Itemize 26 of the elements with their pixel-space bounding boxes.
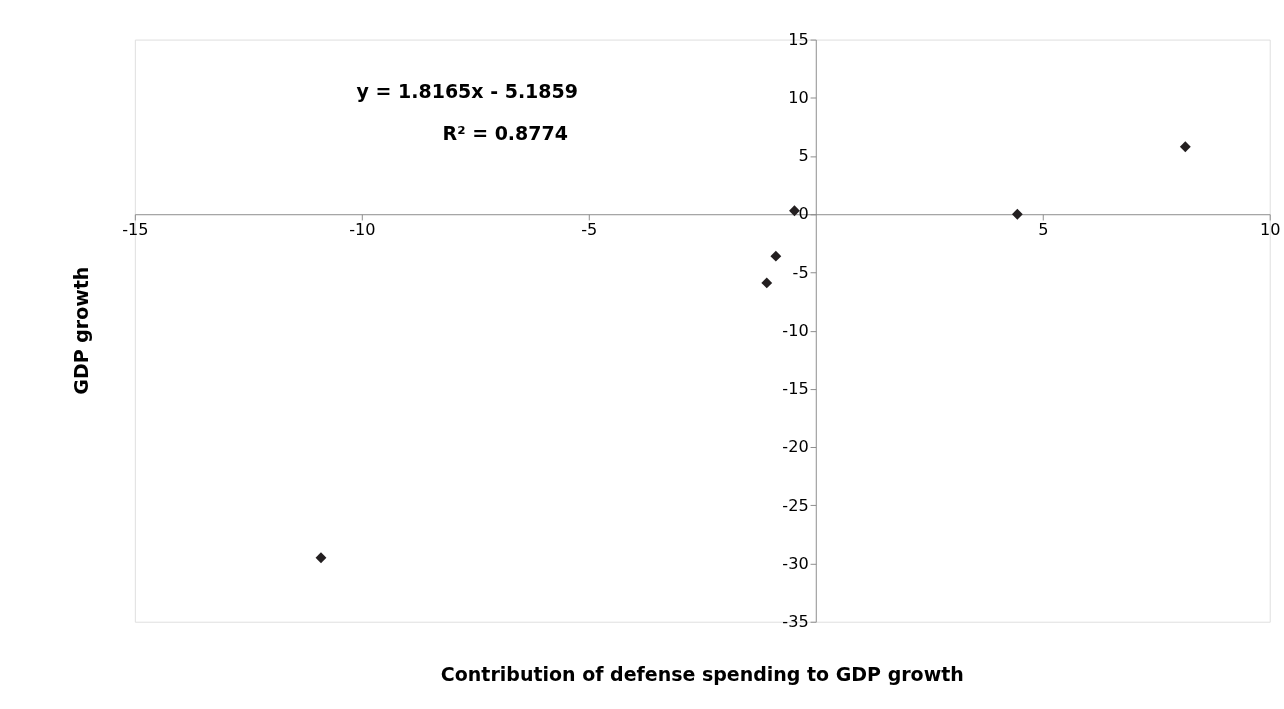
point [761, 277, 773, 289]
point [1179, 141, 1191, 153]
y-tick-label: -20 [782, 437, 809, 457]
x-axis-title: Contribution of defense spending to GDP growth [440, 662, 964, 685]
y-tick-label: 10 [788, 88, 809, 108]
y-tick-label: -10 [782, 320, 809, 340]
point [1011, 208, 1023, 220]
y-axis-title: GDP growth [70, 266, 93, 395]
point [789, 205, 800, 217]
point [315, 552, 327, 564]
x-tick-label: -5 [581, 219, 598, 239]
point [770, 250, 782, 262]
x-tick-label: -15 [122, 219, 149, 239]
x-tick-label: 5 [1038, 219, 1049, 239]
x-tick-label: 10 [1259, 219, 1281, 239]
annotation: R² = 0.8774 [442, 122, 568, 145]
x-tick-label: -10 [349, 219, 376, 239]
y-tick-label: -25 [782, 495, 809, 515]
y-tick-label: 5 [798, 146, 809, 166]
annotation: y = 1.8165x - 5.1859 [356, 79, 578, 102]
y-tick-label: 15 [788, 29, 809, 49]
y-tick-label: -15 [782, 379, 809, 399]
y-tick-label: -30 [782, 553, 809, 573]
y-tick-label: -5 [792, 262, 809, 282]
y-tick-label: -35 [782, 611, 809, 631]
y-tick-label: 0 [798, 204, 809, 224]
